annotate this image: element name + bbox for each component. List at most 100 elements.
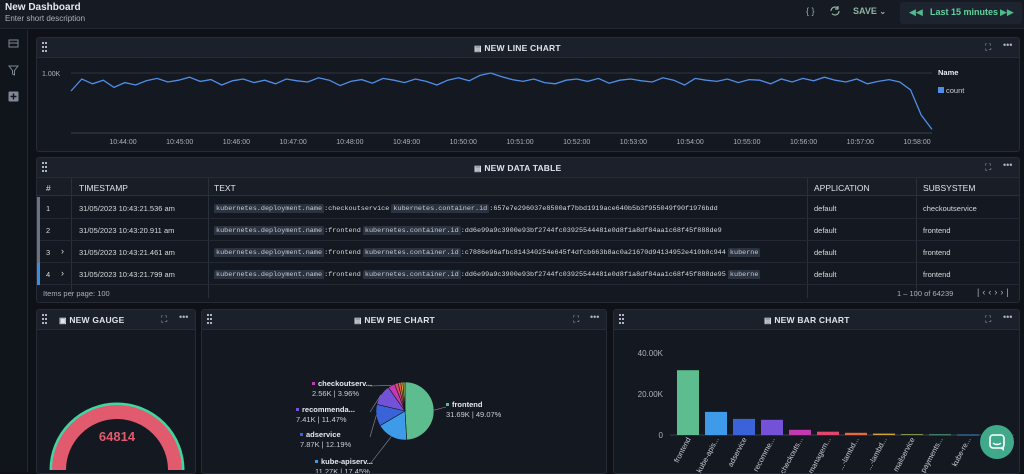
- column-divider[interactable]: [807, 178, 808, 298]
- last-page-icon[interactable]: ›|: [1000, 287, 1012, 297]
- x-tick-label: ...-lambd...: [864, 436, 889, 472]
- text-cell[interactable]: kubernetes.deployment.name:frontend kube…: [214, 225, 804, 235]
- column-divider[interactable]: [916, 178, 917, 298]
- more-icon[interactable]: •••: [1003, 160, 1013, 170]
- table-row[interactable]: 2 31/05/2023 10:43:20.911 am kubernetes.de…: [37, 219, 1019, 241]
- next-page-icon[interactable]: ›: [994, 287, 1001, 297]
- panel-title: ▤ NEW BAR CHART: [764, 315, 850, 325]
- drag-handle-icon[interactable]: [42, 42, 47, 53]
- table-row[interactable]: 1 31/05/2023 10:43:21.536 am kubernetes.de…: [37, 197, 1019, 219]
- row-number: 4: [46, 270, 51, 279]
- bar[interactable]: [761, 419, 783, 435]
- col-header[interactable]: #: [46, 183, 51, 193]
- bar[interactable]: [957, 434, 979, 436]
- series-line[interactable]: [70, 72, 933, 130]
- line-chart-title: NEW LINE CHART: [484, 43, 561, 53]
- key-chip[interactable]: kubernetes.deployment.name: [214, 248, 325, 257]
- expand-icon[interactable]: ›: [61, 246, 64, 256]
- forward-icon[interactable]: ▶▶: [1000, 7, 1014, 17]
- more-icon[interactable]: •••: [179, 312, 189, 322]
- key-chip[interactable]: kubernetes.container.id: [362, 226, 461, 235]
- pie-slice[interactable]: [402, 381, 406, 412]
- bar[interactable]: [733, 418, 755, 435]
- rewind-icon[interactable]: ◀◀: [909, 7, 923, 17]
- x-tick-label: 10:56:00: [790, 139, 817, 146]
- chat-button[interactable]: [980, 425, 1014, 459]
- column-divider[interactable]: [208, 178, 209, 298]
- bar[interactable]: [817, 431, 839, 435]
- bar[interactable]: [901, 434, 923, 435]
- fullscreen-icon[interactable]: ⛶: [161, 314, 168, 324]
- pie-leader-line: [369, 436, 392, 465]
- more-icon[interactable]: •••: [590, 312, 600, 322]
- column-divider[interactable]: [71, 178, 72, 298]
- y-tick-label: 1.00K: [42, 71, 61, 78]
- filter-icon[interactable]: [7, 65, 20, 76]
- dashboard-description[interactable]: Enter short description: [5, 14, 86, 23]
- legend: Name count: [938, 68, 964, 95]
- table-row[interactable]: 3 › 31/05/2023 10:43:21.461 am kubernetes.d…: [37, 241, 1019, 263]
- application-cell: default: [814, 226, 837, 235]
- items-per-page[interactable]: Items per page: 100: [43, 289, 110, 298]
- panel-title: ▣ NEW GAUGE: [59, 315, 125, 325]
- dashboard-title[interactable]: New Dashboard: [5, 2, 81, 13]
- table-row[interactable]: 4 › 31/05/2023 10:43:21.799 am kubernetes.d…: [37, 263, 1019, 285]
- col-header[interactable]: SUBSYSTEM: [923, 183, 976, 193]
- fullscreen-icon[interactable]: ⛶: [985, 314, 992, 324]
- key-chip[interactable]: kubernetes.deployment.name: [214, 270, 325, 279]
- code-icon[interactable]: { }: [806, 6, 815, 16]
- drag-handle-icon[interactable]: [207, 314, 212, 325]
- key-chip[interactable]: kubernetes.deployment.name: [214, 226, 325, 235]
- x-tick-label: 10:47:00: [280, 139, 307, 146]
- refresh-icon[interactable]: [829, 5, 841, 19]
- drag-handle-icon[interactable]: [42, 162, 47, 173]
- pie-slice[interactable]: [404, 381, 435, 441]
- first-page-icon[interactable]: |‹: [977, 287, 989, 297]
- gauge-value: 64814: [98, 429, 136, 444]
- bar[interactable]: [873, 433, 895, 435]
- text-cell[interactable]: kubernetes.deployment.name:checkoutservi…: [214, 203, 804, 213]
- legend-item[interactable]: count: [938, 86, 964, 95]
- bar[interactable]: [705, 411, 727, 435]
- text-cell[interactable]: kubernetes.deployment.name:frontend kube…: [214, 269, 804, 279]
- x-tick-label: mailservice: [891, 436, 917, 473]
- pie-leader-line: [369, 385, 392, 387]
- text-cell[interactable]: kubernetes.deployment.name:frontend kube…: [214, 247, 804, 257]
- key-chip[interactable]: kubernetes.deployment.name: [214, 204, 325, 213]
- bar[interactable]: [789, 429, 811, 435]
- pie-label-swatch: [296, 408, 299, 411]
- add-icon[interactable]: [8, 91, 19, 102]
- drag-handle-icon[interactable]: [619, 314, 624, 325]
- col-header[interactable]: APPLICATION: [814, 183, 870, 193]
- value-text: :c7886e96afbc814340254e645f4dfcb663b8ac0…: [460, 249, 726, 257]
- more-icon[interactable]: •••: [1003, 40, 1013, 50]
- timestamp-cell: 31/05/2023 10:43:20.911 am: [79, 226, 175, 235]
- expand-icon[interactable]: ›: [61, 268, 64, 278]
- drag-handle-icon[interactable]: [42, 314, 47, 325]
- prev-page-icon[interactable]: ‹: [988, 287, 995, 297]
- bar[interactable]: [677, 370, 699, 435]
- bar[interactable]: [929, 434, 951, 436]
- value-text: :frontend: [324, 249, 361, 257]
- list-icon[interactable]: [8, 38, 19, 49]
- x-tick-label: 10:46:00: [223, 139, 250, 146]
- legend-label: count: [946, 86, 965, 95]
- col-header[interactable]: TIMESTAMP: [79, 183, 128, 193]
- time-range-picker[interactable]: ◀◀ Last 15 minutes ▶▶: [900, 2, 1022, 24]
- table-icon: ▤: [764, 316, 772, 325]
- key-chip[interactable]: kuberne: [727, 270, 761, 279]
- key-chip[interactable]: kubernetes.container.id: [362, 270, 461, 279]
- fullscreen-icon[interactable]: ⛶: [985, 42, 992, 52]
- fullscreen-icon[interactable]: ⛶: [573, 314, 580, 324]
- col-header[interactable]: TEXT: [214, 183, 236, 193]
- key-chip[interactable]: kuberne: [727, 248, 761, 257]
- fullscreen-icon[interactable]: ⛶: [985, 162, 992, 172]
- key-chip[interactable]: kubernetes.container.id: [391, 204, 490, 213]
- save-button[interactable]: SAVE ⌄: [853, 6, 886, 16]
- bar[interactable]: [845, 432, 867, 436]
- table-icon: ▤: [474, 164, 482, 173]
- key-chip[interactable]: kubernetes.container.id: [362, 248, 461, 257]
- gauge-track: [49, 402, 185, 471]
- more-icon[interactable]: •••: [1003, 312, 1013, 322]
